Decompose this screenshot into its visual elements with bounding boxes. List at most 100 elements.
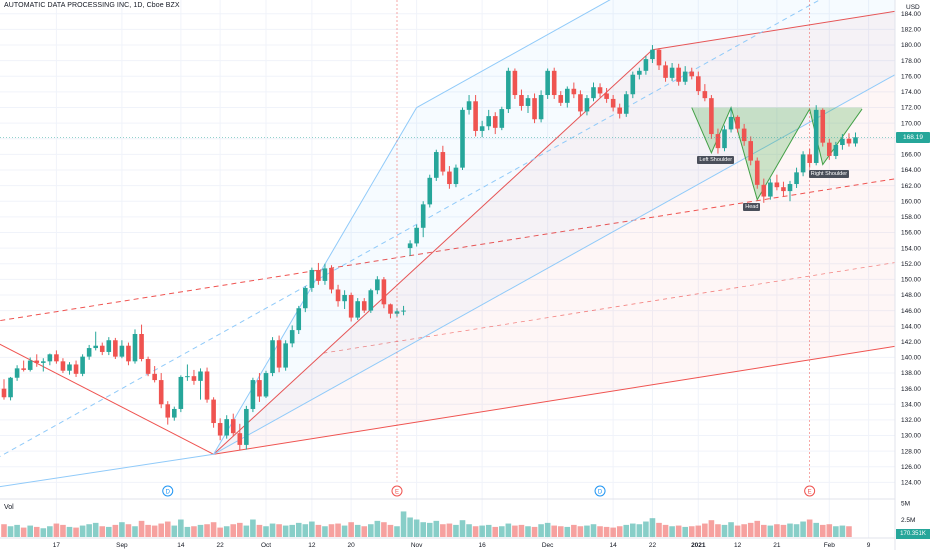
- price-tick-label: 164.00: [901, 167, 921, 174]
- volume-bar: [132, 526, 138, 537]
- price-tick-label: 182.00: [901, 27, 921, 34]
- pitchfork-leg: [0, 343, 214, 455]
- price-tick-label: 162.00: [901, 183, 921, 190]
- candle-body: [610, 98, 616, 108]
- price-tick-label: 180.00: [901, 42, 921, 49]
- volume-bar: [695, 525, 702, 537]
- candle-body: [597, 87, 603, 94]
- candle-body: [407, 243, 413, 249]
- volume-bar: [250, 519, 256, 537]
- candle-body: [427, 177, 433, 205]
- candle-body: [67, 364, 72, 371]
- candle-body: [787, 184, 793, 192]
- price-tick-label: 126.00: [901, 464, 921, 471]
- candle-body: [827, 142, 832, 156]
- pitchfork-leg: [213, 49, 653, 455]
- volume-bar: [453, 524, 459, 537]
- volume-bar: [551, 525, 557, 537]
- price-tick-label: 144.00: [901, 323, 921, 330]
- candle-body: [348, 294, 354, 318]
- candle-body: [1, 388, 7, 398]
- candle-body: [34, 360, 40, 363]
- volume-bar: [787, 523, 793, 537]
- time-tick-label: 17: [53, 542, 61, 549]
- volume-bar: [675, 525, 682, 537]
- pitchfork-leg: [0, 453, 214, 488]
- time-tick-label: 20: [348, 542, 356, 549]
- candle-body: [113, 340, 118, 357]
- volume-bar: [263, 526, 269, 537]
- volume-bar: [309, 521, 315, 537]
- price-tick-label: 178.00: [901, 58, 921, 65]
- volume-bar: [715, 524, 721, 537]
- volume-tick-label: 5M: [901, 500, 910, 507]
- volume-bar: [407, 517, 413, 537]
- candle-body: [361, 301, 367, 311]
- volume-bar: [518, 524, 525, 537]
- pitchfork-median: [0, 172, 932, 322]
- time-tick-label: 2021: [691, 542, 706, 549]
- volume-bar: [636, 524, 643, 537]
- price-tick-label: 132.00: [901, 417, 921, 424]
- volume-bar: [440, 524, 446, 537]
- candle-body: [604, 93, 609, 99]
- volume-bar: [1, 524, 7, 537]
- volume-bar: [531, 526, 538, 537]
- pitchfork-tine: [652, 4, 932, 51]
- candle-body: [289, 330, 295, 344]
- time-tick-label: 22: [217, 542, 225, 549]
- candle-body: [669, 67, 675, 78]
- volume-bar: [721, 524, 728, 537]
- price-tick-label: 136.00: [901, 386, 921, 393]
- candle-body: [460, 109, 465, 168]
- candle-body: [434, 152, 439, 178]
- price-tick-label: 128.00: [901, 448, 921, 455]
- head-shoulders-fill: [691, 107, 863, 200]
- volume-bar: [237, 522, 243, 537]
- volume-bar: [400, 511, 407, 537]
- volume-bar: [688, 526, 695, 537]
- price-tick-label: 158.00: [901, 214, 921, 221]
- volume-bar: [603, 526, 610, 537]
- volume-bar: [741, 524, 747, 537]
- price-tick-label: 174.00: [901, 89, 921, 96]
- volume-bar: [761, 524, 767, 537]
- volume-bar: [14, 524, 20, 537]
- volume-bar: [571, 524, 577, 537]
- candle-body: [414, 227, 419, 244]
- candle-body: [244, 408, 249, 445]
- time-tick-label: 21: [773, 542, 781, 549]
- volume-bar: [479, 525, 485, 537]
- candle-body: [689, 71, 695, 77]
- volume-bar: [767, 525, 774, 537]
- candle-body: [623, 94, 629, 114]
- volume-bar: [328, 524, 335, 537]
- candle-body: [132, 334, 138, 362]
- candle-body: [14, 368, 20, 378]
- price-tick-label: 184.00: [901, 11, 921, 18]
- volume-bar: [394, 526, 400, 537]
- volume-bar: [217, 527, 223, 537]
- candle-body: [296, 308, 302, 331]
- volume-bar: [512, 525, 518, 537]
- volume-bar: [33, 526, 40, 537]
- candle-body: [571, 88, 577, 95]
- candle-body: [21, 368, 26, 370]
- volume-bar: [158, 523, 164, 537]
- candle-body: [840, 138, 845, 146]
- time-tick-label: 16: [479, 542, 487, 549]
- volume-bar: [413, 519, 420, 537]
- candle-body: [676, 67, 681, 82]
- candle-body: [499, 109, 505, 128]
- pitchfork-tine: [416, 0, 611, 108]
- price-tick-label: 140.00: [901, 355, 921, 362]
- candle-body: [473, 101, 478, 131]
- volume-bar: [73, 527, 79, 537]
- candle-body: [754, 160, 760, 185]
- candle-body: [709, 98, 714, 135]
- time-tick-label: 22: [649, 542, 657, 549]
- candle-body: [60, 361, 66, 371]
- event-marker-label: E: [395, 489, 399, 495]
- volume-bar: [813, 522, 819, 537]
